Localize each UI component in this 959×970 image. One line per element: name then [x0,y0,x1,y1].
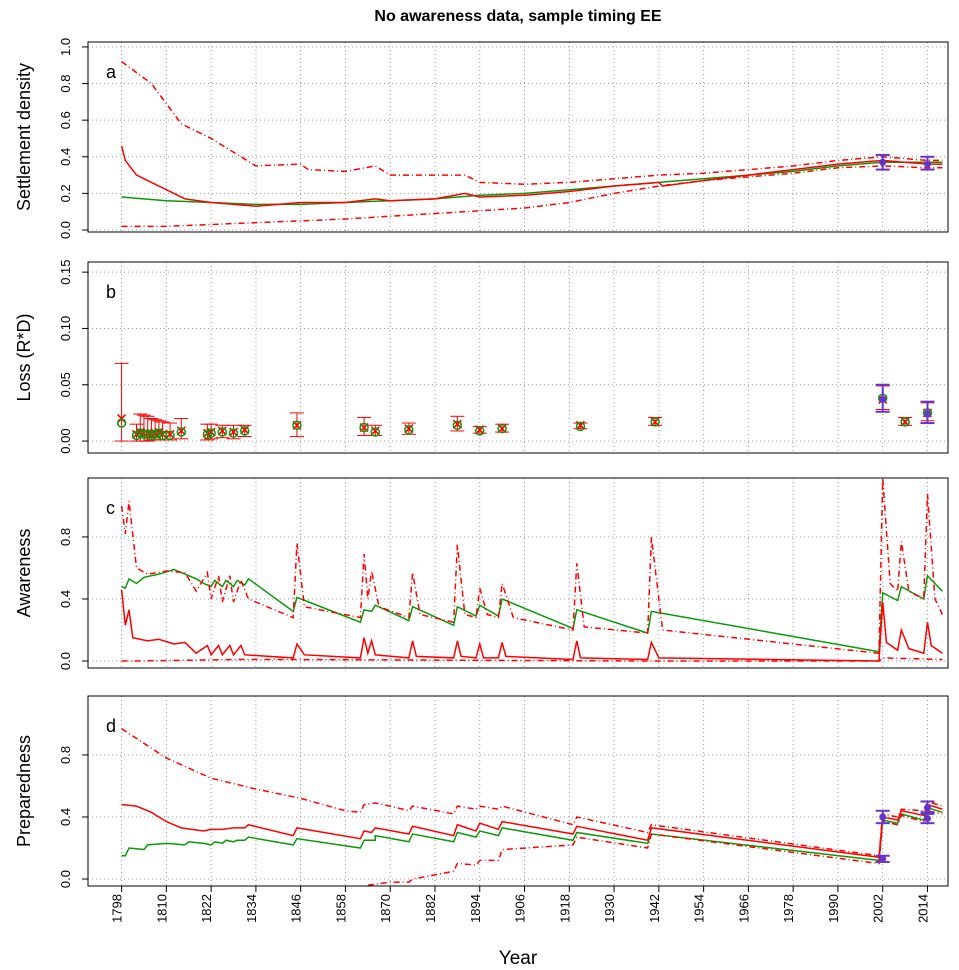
x-tick-label: 1846 [289,894,304,923]
x-tick-label: 1918 [557,894,572,923]
error-bar [114,362,129,442]
observed-point [923,815,931,823]
y-tick-label: 0.2 [58,184,73,202]
y-tick-label: 0.4 [58,148,73,166]
circle-marker [228,428,239,438]
panel [88,42,948,232]
x-tick-label: 1990 [826,894,841,923]
y-axis-title: Awareness [14,529,34,618]
x-tick-label: 1966 [736,894,751,923]
x-tick-label: 1930 [602,894,617,923]
circle-marker [165,430,175,441]
y-tick-label: 0.8 [58,528,73,546]
x-tick-label: 1834 [244,894,259,923]
circle-marker [370,427,381,437]
y-tick-label: 0.15 [58,259,73,284]
panel-label: c [106,498,115,518]
x-tick-label: 1810 [154,894,169,923]
x-tick-label: 1798 [110,894,125,923]
series-line [121,60,943,185]
panel [88,478,948,668]
y-tick-label: 0.6 [58,111,73,129]
y-axis-title: Settlement density [14,63,34,211]
y-tick-label: 0.05 [58,372,73,397]
series-line [121,727,943,857]
observed-point [879,158,887,166]
observed-point [923,804,931,812]
y-tick-label: 0.0 [58,652,73,670]
x-tick-label: 1870 [378,894,393,923]
plot-frame [87,695,949,887]
y-tick-label: 0.0 [58,870,73,888]
circle-marker [452,420,463,431]
x-tick-label: 1978 [781,894,796,923]
y-tick-label: 0.10 [58,316,73,341]
y-tick-label: 0.0 [58,221,73,239]
observed-point [879,395,887,403]
series-line [121,803,943,859]
series-line [121,657,943,662]
circle-marker [217,427,228,437]
chart-title: No awareness data, sample timing EE [374,8,662,25]
series-line [120,478,944,655]
circle-marker [575,421,586,432]
circle-marker [116,418,127,428]
panel-label: a [106,62,117,82]
series-line [367,809,943,886]
panel [88,262,948,453]
panel-label: b [106,282,116,302]
y-tick-label: 0.00 [58,428,73,453]
series-line [120,589,943,662]
panel-label: d [106,716,116,736]
y-axis-title: Loss (R*D) [14,313,34,401]
circle-marker [404,425,414,435]
y-tick-label: 0.4 [58,808,73,826]
circle-marker [292,420,302,431]
x-tick-label: 1822 [199,894,214,923]
circle-marker [497,423,507,434]
observed-point [879,855,887,863]
circle-marker [359,422,369,433]
series-line [121,568,943,653]
y-axis-title: Preparedness [14,735,34,847]
circle-marker [650,417,660,427]
circle-marker [206,428,216,438]
observed-point [879,813,887,821]
series-line [121,165,943,228]
x-tick-label: 2002 [871,894,886,923]
x-tick-label: 1882 [423,894,438,923]
y-tick-label: 0.8 [58,746,73,764]
x-tick-label: 1942 [647,894,662,923]
x-tick-label: 2014 [915,894,930,923]
y-tick-label: 0.8 [58,75,73,93]
x-tick-label: 1906 [513,894,528,923]
plot-frame [87,477,949,669]
panel [88,696,948,886]
circle-marker [176,427,187,437]
x-tick-label: 1858 [333,894,348,923]
y-tick-label: 1.0 [58,38,73,56]
circle-marker [900,417,910,427]
circle-marker [239,426,250,436]
series-line [120,145,943,207]
x-tick-label: 1954 [692,894,707,923]
plot-frame [87,41,949,233]
series-line [121,161,943,206]
observed-point [923,410,931,418]
observed-point [923,160,931,168]
circle-marker [475,426,485,436]
plot-frame [87,261,949,454]
y-tick-label: 0.4 [58,590,73,608]
x-tick-label: 1894 [468,894,483,923]
x-axis-title: Year [499,948,538,969]
series-line [121,806,943,862]
